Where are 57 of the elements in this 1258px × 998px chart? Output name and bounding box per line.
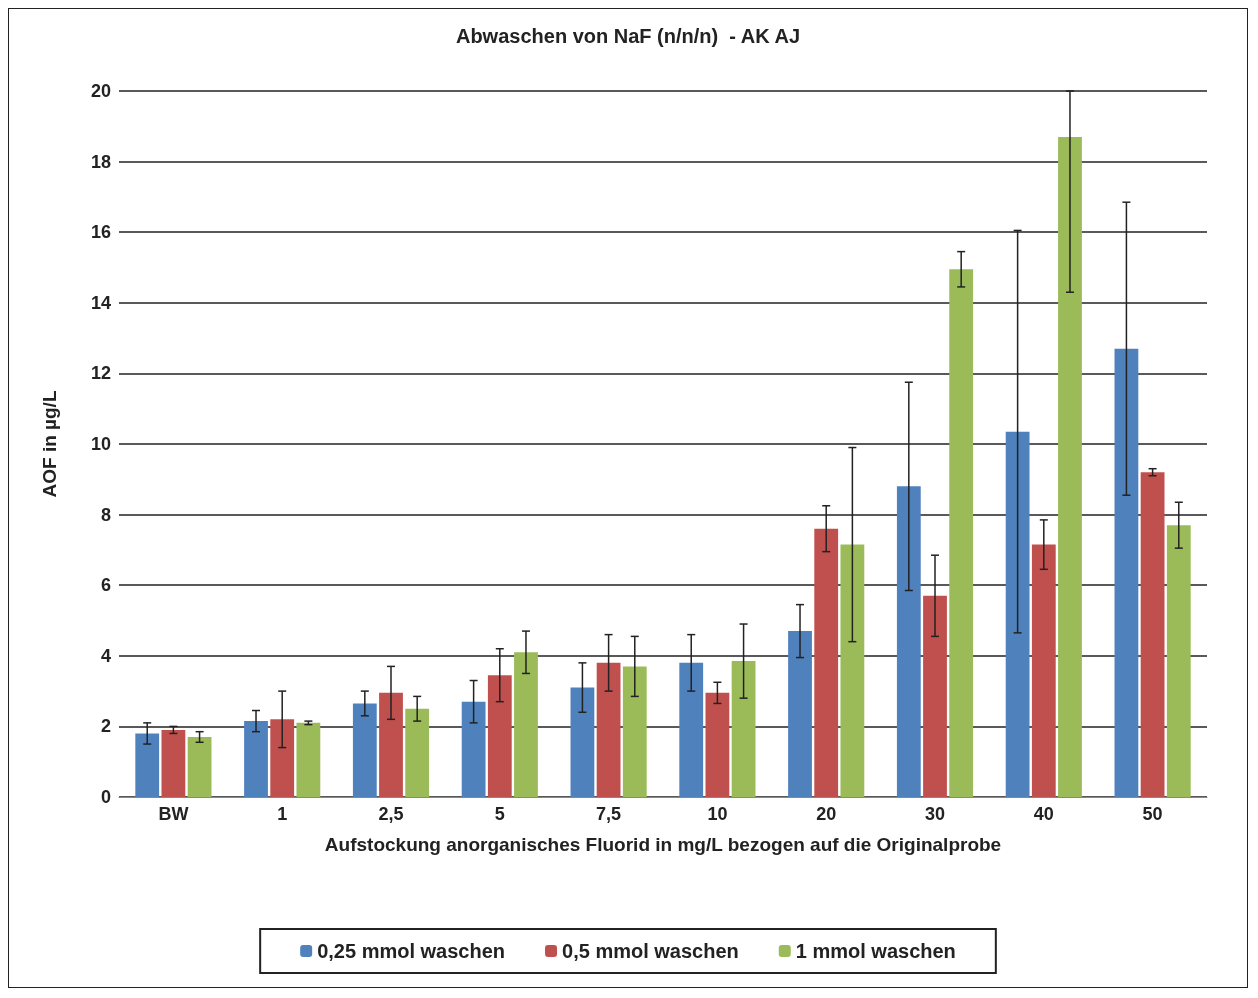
x-tick-label: 40 [1033, 804, 1054, 824]
bar [622, 666, 647, 797]
bar [270, 719, 295, 797]
bar [1031, 544, 1056, 797]
bar [596, 662, 621, 797]
bar [814, 528, 839, 797]
bar [1005, 431, 1030, 797]
y-tick-label: 14 [90, 292, 111, 313]
x-tick-label: 5 [494, 804, 505, 824]
x-axis-title: Aufstockung anorganisches Fluorid in mg/L bezogen auf die Originalprobe [324, 834, 1002, 855]
bar [705, 692, 730, 797]
bar [487, 675, 512, 797]
bar [135, 733, 160, 797]
y-tick-label: 20 [90, 81, 111, 101]
bar [461, 701, 486, 797]
bar [1058, 136, 1082, 797]
y-tick-label: 16 [90, 222, 111, 243]
x-tick-label: 30 [924, 804, 946, 824]
y-tick-label: 4 [100, 645, 111, 666]
bar [788, 631, 812, 797]
bar [405, 708, 430, 797]
x-tick-label: 2,5 [378, 804, 404, 824]
bar [187, 736, 212, 797]
y-tick-label: 10 [90, 434, 111, 454]
bar [514, 652, 538, 797]
legend-label: 0,25 mmol waschen [317, 940, 506, 962]
y-tick-label: 12 [90, 363, 111, 384]
bar [161, 729, 186, 797]
y-tick-label: 18 [90, 151, 111, 172]
x-tick-label: 50 [1142, 804, 1163, 824]
x-tick-label: BW [158, 804, 189, 824]
bar [923, 595, 947, 797]
bar [570, 687, 595, 797]
bar [1140, 472, 1165, 797]
bar [731, 661, 756, 797]
bar [379, 692, 403, 797]
bar [1166, 525, 1191, 797]
y-tick-label: 6 [100, 575, 111, 596]
x-tick-label: 1 [277, 804, 288, 824]
legend-label: 0,5 mmol waschen [562, 940, 739, 962]
y-tick-label: 0 [100, 787, 111, 807]
x-tick-label: 20 [816, 804, 837, 824]
x-tick-label: 10 [707, 804, 728, 824]
y-axis-title: AOF in µg/L [39, 390, 60, 498]
bar [1114, 348, 1139, 797]
chart-title: Abwaschen von NaF (n/n/n) - AK AJ [455, 25, 801, 47]
bar [679, 662, 704, 797]
legend-label: 1 mmol waschen [795, 940, 956, 962]
y-tick-label: 2 [100, 716, 111, 737]
y-tick-label: 8 [100, 504, 111, 525]
x-tick-label: 7,5 [596, 804, 622, 824]
bar [352, 703, 377, 797]
bar [840, 544, 865, 797]
bar [896, 486, 921, 797]
bar [244, 721, 268, 797]
bar [296, 722, 321, 797]
bar [949, 269, 974, 797]
